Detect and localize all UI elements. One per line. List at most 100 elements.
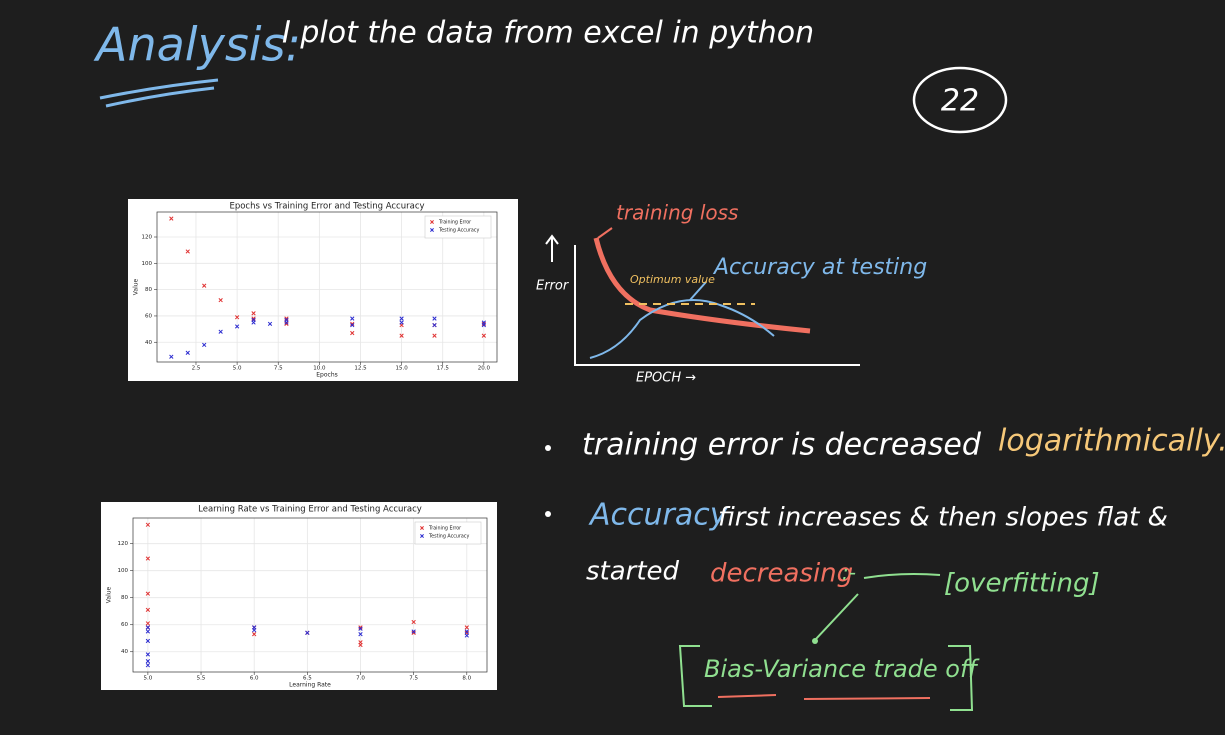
data-point [284,320,289,325]
data-point [358,632,363,637]
data-point [399,316,404,321]
legend-label: Testing Accuracy [428,534,469,540]
y-tick-label: 80 [121,595,128,601]
x-axis-label: EPOCH → [636,371,696,386]
conclusion-brackets [678,645,974,711]
data-point [202,342,207,348]
legend-label: Testing Accuracy [438,228,479,234]
arrow-head [812,638,818,644]
data-point [145,621,151,626]
result: [overfitting] [944,569,1100,599]
data-point [284,316,289,321]
x-tick-label: 6.0 [250,676,259,682]
data-point [145,663,151,668]
intro: I plot the data from excel in python [282,16,814,51]
data-point [169,354,174,359]
chart-title: Learning Rate vs Training Error and Test… [198,505,422,515]
bullet-text: training error is decreased [582,428,982,463]
y-tick-label: 80 [145,287,152,293]
data-point [399,333,404,338]
data-point [358,626,363,631]
data-point [145,652,151,657]
data-point [411,630,416,635]
data-point [145,638,151,644]
data-point [350,323,355,328]
page-number: 22 [941,84,979,119]
data-point [481,333,486,338]
data-point [432,316,437,321]
data-point [251,320,256,325]
data-point [252,632,257,637]
legend-marker [420,526,424,530]
data-point [411,619,416,625]
accuracy-pointer [689,281,707,301]
y-tick-label: 100 [118,568,129,574]
y-axis-label: Value [133,278,140,295]
data-point [185,249,190,254]
x-axis-label: Epochs [316,372,338,379]
bullet-text: started [586,557,680,587]
data-point [350,330,355,336]
data-point [464,633,469,638]
y-tick-label: 60 [121,622,128,628]
data-point [145,625,151,630]
data-point [218,329,223,334]
data-point [202,283,207,288]
data-point [267,321,273,326]
data-point [350,316,355,321]
connector-line [863,573,941,579]
data-point [481,323,486,328]
x-tick-label: 7.0 [356,676,365,682]
data-point [464,629,469,634]
heading: Analysis: [93,18,301,72]
x-tick-label: 15.0 [395,366,408,372]
legend-label: Training Error [428,526,461,532]
data-point [399,320,404,325]
data-point [185,350,190,355]
data-point [145,629,151,634]
x-tick-label: 12.5 [354,366,367,372]
y-axis-label: Value [106,586,113,603]
data-point [358,625,363,630]
x-tick-label: 5.5 [197,676,206,682]
data-point [169,216,174,221]
data-point [251,311,256,316]
plot-frame [156,211,498,363]
bullet-highlight: decreasing [710,559,853,589]
data-point [284,321,289,326]
conclusion-underline [717,694,931,700]
y-tick-label: 40 [145,340,152,346]
bullet-dot [545,511,551,517]
chart: Epochs vs Training Error and Testing Acc… [128,199,518,381]
chart: Learning Rate vs Training Error and Test… [101,502,497,690]
page-number-circle [912,66,1008,134]
x-tick-label: 5.0 [233,366,242,372]
data-point [234,315,240,320]
data-point [432,333,437,338]
y-tick-label: 120 [118,541,129,547]
sketch-axes [574,245,860,366]
legend-box [424,215,492,239]
x-tick-label: 10.0 [313,366,326,372]
accuracy-curve [589,299,775,359]
data-point [464,625,469,630]
y-axis-label: Error [536,279,570,294]
data-point [145,607,151,613]
data-point [252,625,257,630]
legend-marker [420,534,424,538]
data-point [234,324,240,329]
data-point [350,321,355,326]
data-point [251,316,256,321]
legend-label: Training Error [438,220,471,226]
legend-marker [430,220,434,224]
bullet-text: first increases & then slopes flat & [718,503,1168,533]
x-tick-label: 5.0 [144,676,153,682]
data-point [145,659,151,664]
underline [99,78,219,108]
loss-pointer [597,227,613,239]
data-point [305,630,310,635]
chart-title: Epochs vs Training Error and Testing Acc… [229,202,424,212]
legend-box [414,521,482,545]
data-point [145,591,151,596]
